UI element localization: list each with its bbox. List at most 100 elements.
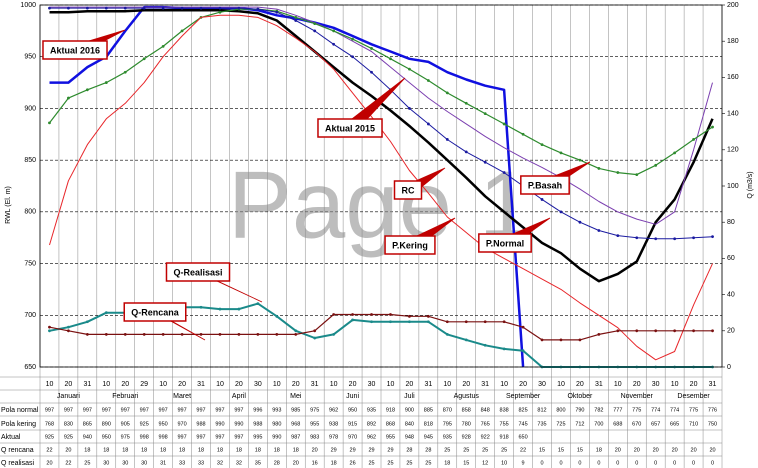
- series-marker: [616, 171, 620, 174]
- table-cell: 990: [234, 421, 243, 427]
- series-marker: [294, 329, 298, 333]
- series-marker: [123, 70, 127, 74]
- callout-box: [384, 235, 436, 255]
- table-cell: 988: [196, 421, 205, 427]
- series-marker: [370, 320, 373, 324]
- table-cell: 830: [64, 421, 73, 427]
- table-cell: 885: [424, 407, 433, 413]
- series-marker: [237, 6, 241, 10]
- table-cell: 777: [613, 407, 622, 413]
- series-marker: [389, 313, 392, 316]
- series-marker: [616, 329, 620, 333]
- table-cell: 775: [689, 407, 698, 413]
- table-cell: 997: [177, 434, 186, 440]
- series-marker: [426, 122, 430, 126]
- table-cell: 918: [500, 434, 509, 440]
- callout: Aktual 2015: [317, 77, 406, 138]
- y2-tick-label: 0: [727, 364, 731, 371]
- table-cell: 33: [179, 460, 185, 466]
- y-tick-label: 700: [24, 312, 36, 319]
- month-label: Mei: [290, 393, 302, 400]
- table-cell: 18: [236, 447, 242, 453]
- table-cell: 935: [443, 434, 452, 440]
- table-cell: 16: [312, 460, 318, 466]
- table-cell: 870: [443, 407, 452, 413]
- x-tick-label: 30: [652, 381, 660, 388]
- table-cell: 997: [215, 434, 224, 440]
- series-marker: [559, 151, 563, 155]
- table-cell: 997: [83, 407, 92, 413]
- series-marker: [48, 325, 51, 329]
- table-cell: 32: [236, 460, 242, 466]
- series-marker: [256, 7, 260, 11]
- table-cell: 18: [255, 447, 261, 453]
- table-cell: 25: [387, 460, 393, 466]
- series-marker: [408, 314, 411, 318]
- x-tick-label: 20: [633, 381, 641, 388]
- table-cell: 782: [594, 407, 603, 413]
- table-cell: 20: [293, 460, 299, 466]
- series-marker: [67, 329, 70, 333]
- series-marker: [313, 29, 317, 33]
- table-cell: 18: [84, 447, 90, 453]
- table-cell: 997: [215, 407, 224, 413]
- series-marker: [275, 314, 279, 318]
- table-cell: 25: [84, 460, 90, 466]
- table-cell: 938: [329, 421, 338, 427]
- table-cell: 0: [578, 460, 581, 466]
- series-marker: [483, 160, 487, 164]
- x-tick-label: 20: [576, 381, 584, 388]
- callout-box: [42, 40, 108, 60]
- table-cell: 918: [386, 407, 395, 413]
- x-tick-label: 31: [424, 381, 432, 388]
- table-cell: 30: [141, 460, 147, 466]
- callout-box: [317, 118, 383, 138]
- series-marker: [237, 333, 241, 336]
- table-cell: 9: [522, 460, 525, 466]
- callout: P.Normal: [478, 217, 551, 253]
- table-cell: 990: [215, 421, 224, 427]
- table-cell: 925: [140, 421, 149, 427]
- series-marker: [142, 57, 146, 61]
- table-cell: 955: [310, 421, 319, 427]
- table-cell: 688: [613, 421, 622, 427]
- month-label: Juli: [404, 393, 415, 400]
- series-marker: [654, 237, 658, 241]
- x-tick-label: 10: [216, 381, 224, 388]
- series-marker: [199, 305, 203, 309]
- table-cell: 900: [405, 407, 414, 413]
- table-cell: 18: [596, 447, 602, 453]
- table-cell: 858: [462, 407, 471, 413]
- y2-tick-label: 160: [727, 74, 739, 81]
- table-cell: 995: [253, 434, 262, 440]
- series-marker: [180, 6, 184, 10]
- callout-label: P.Kering: [392, 240, 428, 250]
- x-tick-label: 10: [330, 381, 338, 388]
- table-cell: 725: [556, 421, 565, 427]
- y-tick-label: 800: [24, 209, 36, 216]
- table-cell: 950: [348, 407, 357, 413]
- table-cell: 750: [708, 421, 717, 427]
- series-marker: [389, 57, 392, 61]
- axes: 650 700 750 800 850 900 950 1000 0 20 40 60 80 100 120…: [0, 2, 739, 404]
- series-marker: [635, 329, 639, 333]
- table-cell: 20: [46, 460, 52, 466]
- x-tick-label: 31: [481, 381, 489, 388]
- series-marker: [332, 42, 336, 46]
- series-marker: [67, 96, 70, 100]
- series-marker: [218, 307, 222, 311]
- series-marker: [389, 320, 392, 324]
- x-tick-label: 31: [311, 381, 319, 388]
- series-marker: [294, 16, 298, 19]
- table-cell: 0: [692, 460, 695, 466]
- table-cell: 780: [462, 421, 471, 427]
- y-axis-title: RWL (El. m): [5, 186, 12, 224]
- month-label: Oktober: [567, 393, 593, 400]
- series-marker: [332, 29, 336, 33]
- table-cell: 20: [653, 447, 659, 453]
- table-cell: 950: [159, 421, 168, 427]
- series-marker: [256, 302, 260, 306]
- x-tick-label: 10: [159, 381, 167, 388]
- table-cell: 18: [444, 460, 450, 466]
